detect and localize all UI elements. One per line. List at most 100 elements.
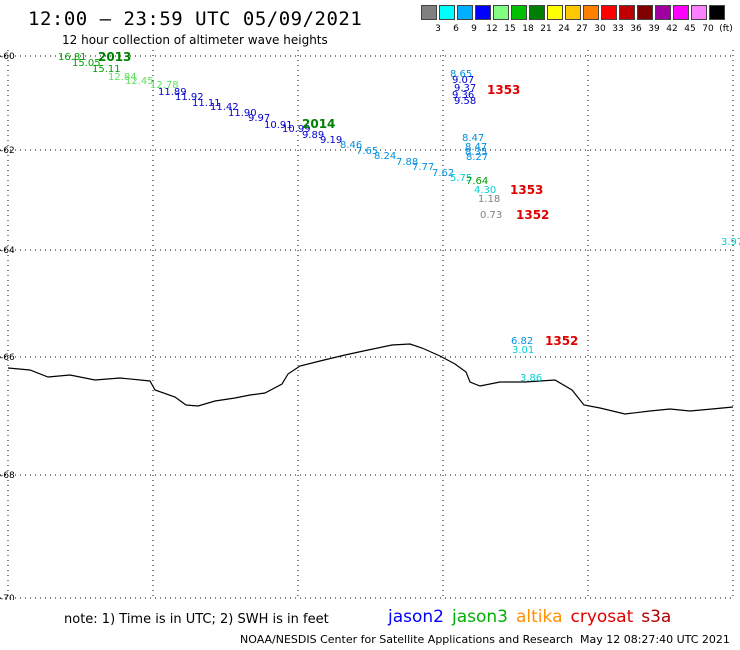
swh-value: 8.65 bbox=[450, 69, 472, 80]
swh-value: 7.88 bbox=[396, 157, 418, 168]
scale-swatch bbox=[547, 5, 563, 20]
scale-label: 33 bbox=[612, 24, 624, 34]
swh-value: 7.62 bbox=[432, 168, 454, 179]
swh-value: 9.97 bbox=[248, 113, 270, 124]
pass-time-label: 1353 bbox=[510, 183, 543, 197]
swh-value: 7.64 bbox=[466, 176, 488, 187]
map-title: 12:00 – 23:59 UTC 05/09/2021 bbox=[28, 8, 363, 30]
scale-swatch bbox=[709, 5, 725, 20]
scale-label: 39 bbox=[648, 24, 660, 34]
pass-time-label: 1353 bbox=[487, 83, 520, 97]
altimeter-map: 105108111114117120-60-62-64-66-68-70 16.… bbox=[0, 50, 740, 600]
legend-item-altika: altika bbox=[516, 607, 563, 627]
scale-label: 70 bbox=[702, 24, 714, 34]
swh-value: 11.92 bbox=[175, 92, 204, 103]
swh-value: 7.65 bbox=[356, 146, 378, 157]
swh-value: 5.75 bbox=[450, 173, 472, 184]
swh-value: 16.81 bbox=[58, 52, 87, 63]
scale-swatch bbox=[529, 5, 545, 20]
latitude-label: -70 bbox=[0, 594, 15, 600]
swh-value: 11.89 bbox=[158, 87, 187, 98]
scale-swatch bbox=[619, 5, 635, 20]
wave-height-observations: 16.8115.0515.1112.8412.4512.7811.8911.92… bbox=[58, 52, 740, 384]
scale-label: 21 bbox=[540, 24, 552, 34]
swh-value: 10.91 bbox=[264, 120, 293, 131]
scale-label: 27 bbox=[576, 24, 588, 34]
axis-labels: 105108111114117120-60-62-64-66-68-70 bbox=[0, 52, 15, 600]
scale-label: 3 bbox=[435, 24, 441, 34]
scale-swatch bbox=[457, 5, 473, 20]
scale-swatch bbox=[565, 5, 581, 20]
swh-value: 8.27 bbox=[466, 152, 488, 163]
swh-value: 8.24 bbox=[374, 151, 396, 162]
scale-swatch bbox=[421, 5, 437, 20]
pass-time-label: 1352 bbox=[545, 334, 578, 348]
legend-item-s3a: s3a bbox=[641, 607, 672, 627]
satellite-legend: jason2 jason3 altika cryosat s3a bbox=[388, 607, 679, 627]
latitude-label: -60 bbox=[0, 52, 15, 62]
latitude-label: -64 bbox=[0, 246, 15, 256]
swh-value: 6.82 bbox=[511, 336, 533, 347]
scale-swatch bbox=[439, 5, 455, 20]
swh-value: 9.58 bbox=[454, 96, 476, 107]
scale-swatch bbox=[475, 5, 491, 20]
credit-line: NOAA/NESDIS Center for Satellite Applica… bbox=[240, 633, 574, 646]
grid-lines bbox=[0, 50, 735, 600]
swh-value: 9.37 bbox=[454, 83, 476, 94]
latitude-label: -68 bbox=[0, 471, 15, 481]
swh-value: 15.05 bbox=[72, 58, 101, 69]
latitude-label: -66 bbox=[0, 353, 15, 363]
swh-value: 0.73 bbox=[480, 210, 502, 221]
scale-swatch bbox=[511, 5, 527, 20]
swh-value: 12.45 bbox=[125, 76, 154, 87]
swh-value: 3.01 bbox=[512, 345, 534, 356]
scale-label: 12 bbox=[486, 24, 498, 34]
coastline bbox=[7, 343, 734, 415]
generation-timestamp: May 12 08:27:40 UTC 2021 bbox=[580, 633, 730, 646]
swh-value: 3.86 bbox=[520, 373, 542, 384]
swh-value: 8.47 bbox=[465, 142, 487, 153]
swh-value: 1.18 bbox=[478, 194, 500, 205]
latitude-label: -62 bbox=[0, 146, 15, 156]
swh-value: 9.89 bbox=[302, 130, 324, 141]
scale-label: 18 bbox=[522, 24, 534, 34]
scale-label: 36 bbox=[630, 24, 642, 34]
swh-value: 8.46 bbox=[340, 140, 362, 151]
swh-value: 9.07 bbox=[452, 75, 474, 86]
swh-value: 12.78 bbox=[150, 80, 179, 91]
map-subtitle: 12 hour collection of altimeter wave hei… bbox=[62, 33, 328, 47]
pass-time-label: 2014 bbox=[302, 117, 335, 131]
swh-value: 7.77 bbox=[412, 162, 434, 173]
legend-item-jason3: jason3 bbox=[452, 607, 508, 627]
pass-time-labels: 2013 2014 1353 1353 1352 1352 bbox=[98, 50, 578, 348]
swh-value: 12.84 bbox=[108, 72, 137, 83]
scale-swatch bbox=[637, 5, 653, 20]
scale-label: 9 bbox=[471, 24, 477, 34]
pass-time-label: 2013 bbox=[98, 50, 131, 64]
swh-value: 9.36 bbox=[452, 90, 474, 101]
units-note: note: 1) Time is in UTC; 2) SWH is in fe… bbox=[64, 612, 329, 627]
swh-value: 9.19 bbox=[320, 135, 342, 146]
scale-label: 15 bbox=[504, 24, 516, 34]
swh-value: 8.47 bbox=[462, 133, 484, 144]
scale-label: 24 bbox=[558, 24, 570, 34]
scale-swatch bbox=[673, 5, 689, 20]
pass-time-label: 1352 bbox=[516, 208, 549, 222]
scale-label: 45 bbox=[684, 24, 696, 34]
scale-unit: (ft) bbox=[719, 24, 733, 34]
scale-label: 30 bbox=[594, 24, 606, 34]
swh-value: 11.42 bbox=[210, 102, 239, 113]
swh-value: 11.90 bbox=[228, 108, 257, 119]
scale-swatch bbox=[493, 5, 509, 20]
legend-item-jason2: jason2 bbox=[388, 607, 444, 627]
scale-swatch bbox=[601, 5, 617, 20]
swh-value: 8.35 bbox=[465, 147, 487, 158]
swh-value: 3.97 bbox=[721, 237, 740, 248]
swh-value: 15.11 bbox=[92, 64, 121, 75]
scale-swatch bbox=[655, 5, 671, 20]
scale-label: 42 bbox=[666, 24, 678, 34]
swh-value: 11.11 bbox=[192, 98, 221, 109]
swh-value: 10.99 bbox=[282, 124, 311, 135]
scale-swatch bbox=[691, 5, 707, 20]
scale-label: 6 bbox=[453, 24, 459, 34]
